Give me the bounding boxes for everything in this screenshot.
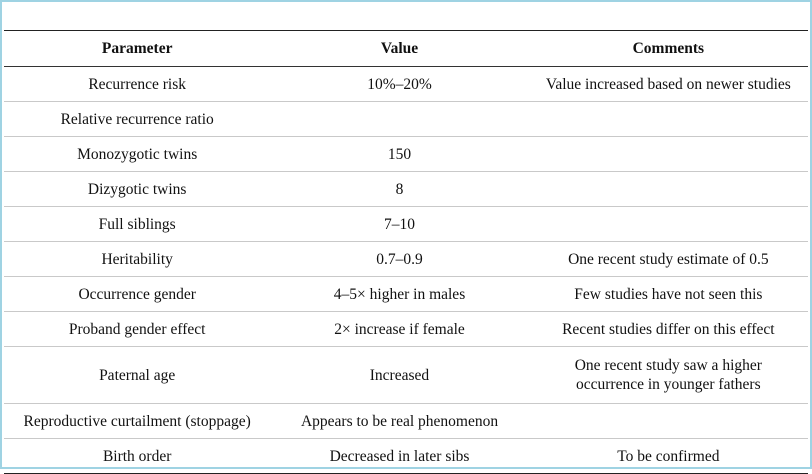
parameter-table: Parameter Value Comments Recurrence risk…	[4, 30, 808, 474]
value-cell: 7–10	[384, 215, 416, 233]
parameter-cell: Birth order	[102, 447, 172, 465]
value-cell: 150	[387, 145, 412, 163]
value-cell: Appears to be real phenomenon	[300, 412, 499, 430]
table-row: Full siblings 7–10	[4, 207, 808, 242]
parameter-cell: Paternal age	[99, 366, 176, 384]
table-row: Birth order Decreased in later sibs To b…	[4, 439, 808, 473]
value-cell: Increased	[369, 366, 430, 384]
value-cell: Decreased in later sibs	[329, 447, 470, 465]
parameter-cell: Recurrence risk	[88, 75, 187, 93]
parameter-cell: Proband gender effect	[68, 320, 206, 338]
table-header-row: Parameter Value Comments	[4, 31, 808, 67]
comment-cell: To be confirmed	[617, 447, 720, 465]
table-row: Monozygotic twins 150	[4, 137, 808, 172]
table-row: Proband gender effect 2× increase if fem…	[4, 312, 808, 347]
header-comments: Comments	[632, 40, 705, 57]
table-row: Dizygotic twins 8	[4, 172, 808, 207]
value-cell: 8	[395, 180, 404, 198]
value-cell: 10%–20%	[367, 75, 432, 93]
header-value: Value	[380, 40, 419, 57]
table-row: Relative recurrence ratio	[4, 102, 808, 137]
value-cell: 0.7–0.9	[376, 250, 423, 268]
comment-cell: Recent studies differ on this effect	[562, 320, 775, 338]
parameter-cell: Dizygotic twins	[87, 180, 187, 198]
parameter-cell: Reproductive curtailment (stoppage)	[23, 412, 251, 430]
comment-cell: Value increased based on newer studies	[545, 75, 791, 93]
parameter-cell: Heritability	[101, 250, 173, 268]
parameter-cell: Relative recurrence ratio	[60, 110, 214, 128]
parameter-cell: Occurrence gender	[78, 285, 196, 303]
comment-cell: Few studies have not seen this	[574, 285, 763, 303]
table-row: Heritability 0.7–0.9 One recent study es…	[4, 242, 808, 277]
parameter-cell: Full siblings	[98, 215, 176, 233]
header-parameter: Parameter	[101, 40, 173, 57]
table-row: Reproductive curtailment (stoppage) Appe…	[4, 404, 808, 439]
table-row: Occurrence gender 4–5× higher in males F…	[4, 277, 808, 312]
comment-cell: One recent study estimate of 0.5	[568, 250, 769, 268]
parameter-cell: Monozygotic twins	[77, 145, 198, 163]
table-row: Paternal age Increased One recent study …	[4, 347, 808, 404]
comment-cell: One recent study saw a higher occurrence…	[574, 357, 762, 393]
table-row: Recurrence risk 10%–20% Value increased …	[4, 67, 808, 102]
value-cell: 4–5× higher in males	[333, 285, 466, 303]
value-cell: 2× increase if female	[334, 320, 465, 338]
